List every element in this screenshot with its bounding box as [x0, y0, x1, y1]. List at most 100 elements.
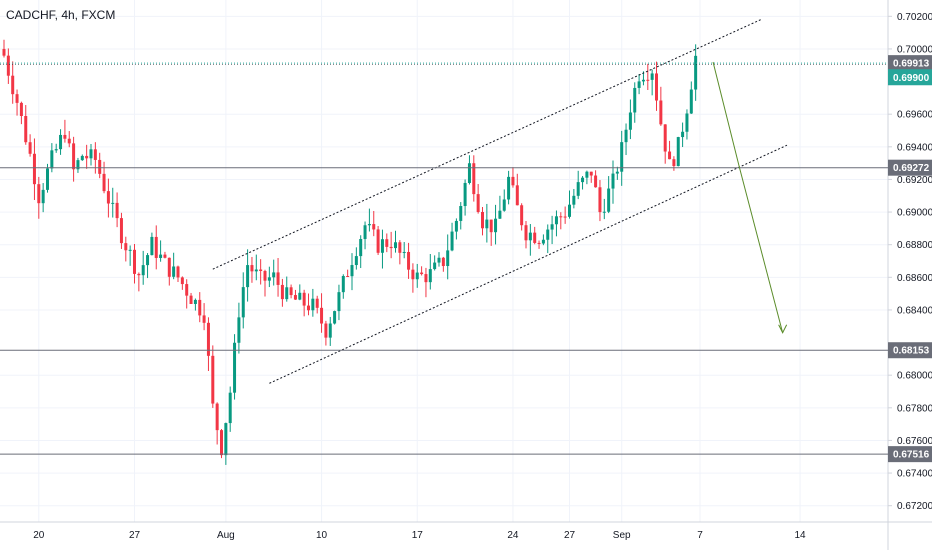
- candle-body: [263, 270, 267, 281]
- candle-body: [146, 255, 150, 266]
- price-tick-label: 0.70200: [897, 12, 932, 23]
- candle-body: [659, 100, 663, 125]
- price-tick-label: 0.69600: [897, 110, 932, 121]
- price-tick-label: 0.68000: [897, 371, 932, 382]
- candle-body: [167, 257, 171, 277]
- candle-body: [559, 216, 563, 218]
- time-tick-label: 27: [129, 530, 141, 541]
- level-badge-label: 0.69913: [893, 59, 930, 70]
- candle-body: [328, 323, 332, 338]
- candle-body: [50, 150, 54, 169]
- candle-body: [211, 355, 215, 404]
- candle-body: [189, 295, 193, 305]
- candle-body: [476, 194, 480, 212]
- candle-body: [293, 295, 297, 300]
- candle-body: [502, 199, 506, 211]
- candle-body: [633, 87, 637, 113]
- level-badge-label: 0.68153: [893, 346, 930, 357]
- candle-body: [150, 236, 154, 256]
- candle-body: [655, 73, 658, 101]
- candle-body: [537, 242, 541, 244]
- candle-body: [72, 143, 76, 170]
- level-badge: [888, 446, 932, 463]
- candle-body: [581, 177, 585, 183]
- candle-body: [428, 269, 432, 283]
- candle-body: [481, 211, 484, 229]
- candle-body: [367, 224, 371, 226]
- candle-body: [341, 276, 345, 293]
- candle-body: [615, 171, 619, 174]
- candle-body: [89, 149, 93, 159]
- candle-body: [611, 173, 615, 189]
- candle-body: [24, 115, 28, 143]
- candle-body: [237, 317, 241, 343]
- candle-body: [359, 239, 363, 257]
- candle-body: [576, 182, 580, 196]
- candle-body: [411, 269, 415, 280]
- price-tick-label: 0.70000: [897, 44, 932, 55]
- candle-body: [76, 160, 80, 170]
- candle-body: [363, 225, 367, 240]
- price-tick-label: 0.68400: [897, 305, 932, 316]
- candle-body: [394, 242, 397, 249]
- level-badge: [888, 342, 932, 359]
- time-tick-label: 14: [794, 530, 806, 541]
- candle-body: [602, 211, 606, 213]
- candle-body: [459, 206, 463, 221]
- candle-body: [320, 307, 324, 324]
- candle-body: [463, 182, 467, 207]
- candle-body: [407, 251, 411, 270]
- candle-body: [276, 272, 280, 285]
- candle-body: [472, 163, 476, 195]
- candle-body: [550, 224, 554, 230]
- candle-body: [98, 159, 102, 174]
- candle-body: [354, 256, 358, 266]
- candle-body: [689, 89, 693, 114]
- candle-body: [624, 129, 628, 143]
- time-tick-label: 17: [412, 530, 424, 541]
- level-badge: [888, 55, 932, 72]
- candle-body: [637, 81, 641, 88]
- candle-body: [520, 205, 524, 226]
- candle-body: [372, 224, 376, 230]
- price-tick-label: 0.68800: [897, 240, 932, 251]
- candle-body: [563, 216, 567, 218]
- candle-body: [202, 315, 206, 323]
- candle-body: [528, 232, 532, 241]
- candle-body: [180, 277, 184, 285]
- candle-body: [450, 231, 454, 251]
- candle-body: [668, 151, 672, 160]
- candle-body: [568, 204, 571, 217]
- price-tick-label: 0.67400: [897, 469, 932, 480]
- candle-body: [115, 202, 119, 219]
- candle-body: [685, 113, 689, 132]
- time-tick-label: 7: [697, 530, 703, 541]
- candle-body: [420, 272, 424, 275]
- candle-body: [289, 287, 293, 296]
- candle-body: [607, 188, 611, 212]
- candle-body: [32, 153, 36, 185]
- channel-upper-line: [212, 19, 762, 270]
- candle-body: [163, 254, 167, 258]
- candle-body: [37, 184, 41, 204]
- candle-body: [437, 257, 441, 263]
- candle-body: [133, 249, 136, 274]
- candle-body: [511, 176, 515, 186]
- candle-body: [206, 322, 210, 356]
- candle-body: [119, 218, 123, 244]
- candle-body: [59, 134, 63, 150]
- candle-body: [589, 171, 593, 176]
- candle-body: [333, 311, 337, 324]
- time-tick-label: Aug: [217, 530, 235, 541]
- candle-body: [154, 236, 158, 258]
- channel-lower-line: [269, 144, 788, 384]
- price-tick-label: 0.67600: [897, 436, 932, 447]
- candle-body: [198, 299, 202, 316]
- current-price-label: 0.69900: [893, 73, 930, 84]
- level-badge-label: 0.67516: [893, 450, 930, 461]
- candle-body: [663, 124, 667, 152]
- price-tick-label: 0.69000: [897, 208, 932, 219]
- candle-body: [694, 55, 698, 90]
